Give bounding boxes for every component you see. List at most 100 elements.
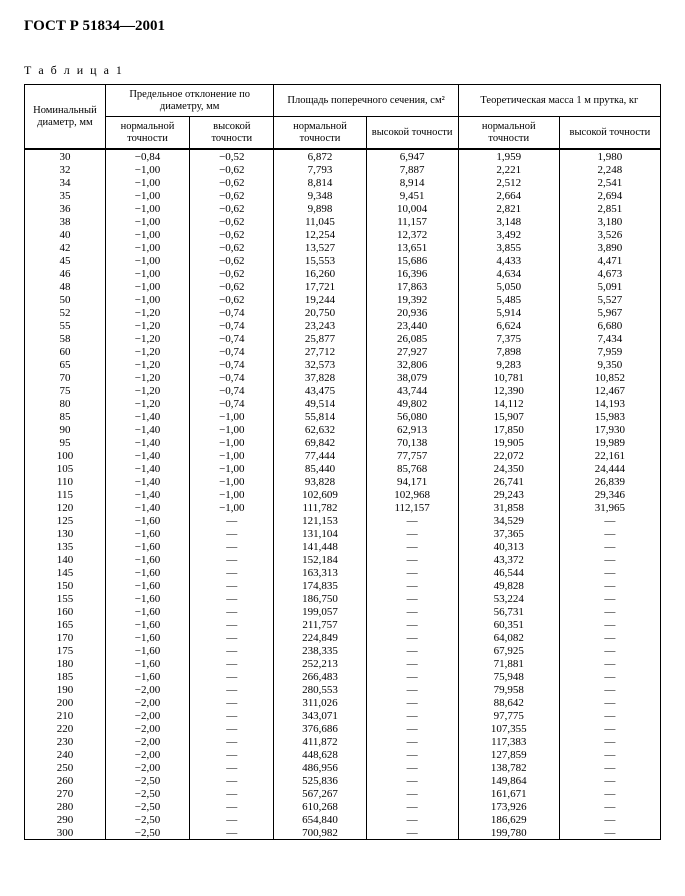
table-cell: — (366, 631, 458, 644)
table-cell: 5,527 (559, 293, 660, 306)
table-cell: −1,60 (105, 540, 189, 553)
table-cell: 135 (25, 540, 106, 553)
table-row: 145−1,60—163,313—46,544— (25, 566, 661, 579)
table-cell: 180 (25, 657, 106, 670)
table-cell: 40,313 (458, 540, 559, 553)
table-cell: — (559, 605, 660, 618)
table-cell: 3,855 (458, 241, 559, 254)
table-cell: −1,60 (105, 670, 189, 683)
table-cell: −1,00 (105, 267, 189, 280)
table-cell: 27,927 (366, 345, 458, 358)
table-cell: 26,741 (458, 475, 559, 488)
table-row: 36−1,00−0,629,89810,0042,8212,851 (25, 202, 661, 215)
table-cell: −0,74 (190, 358, 274, 371)
table-cell: — (559, 566, 660, 579)
table-cell: −2,00 (105, 748, 189, 761)
table-cell: 111,782 (274, 501, 366, 514)
table-cell: — (366, 696, 458, 709)
table-cell: −1,60 (105, 527, 189, 540)
table-cell: −1,00 (190, 475, 274, 488)
table-cell: −1,40 (105, 410, 189, 423)
table-cell: 12,467 (559, 384, 660, 397)
table-cell: 220 (25, 722, 106, 735)
table-cell: — (559, 722, 660, 735)
table-cell: −1,60 (105, 657, 189, 670)
table-cell: — (190, 514, 274, 527)
table-row: 52−1,20−0,7420,75020,9365,9145,967 (25, 306, 661, 319)
table-cell: 56,731 (458, 605, 559, 618)
table-row: 140−1,60—152,184—43,372— (25, 553, 661, 566)
table-cell: 3,492 (458, 228, 559, 241)
table-cell: −1,40 (105, 501, 189, 514)
table-cell: 186,750 (274, 592, 366, 605)
table-row: 185−1,60—266,483—75,948— (25, 670, 661, 683)
table-cell: — (559, 670, 660, 683)
table-cell: 8,814 (274, 176, 366, 189)
table-cell: 5,914 (458, 306, 559, 319)
table-cell: 16,260 (274, 267, 366, 280)
table-row: 55−1,20−0,7423,24323,4406,6246,680 (25, 319, 661, 332)
table-cell: 67,925 (458, 644, 559, 657)
table-cell: −0,74 (190, 384, 274, 397)
table-cell: 610,268 (274, 800, 366, 813)
table-cell: −2,00 (105, 761, 189, 774)
table-cell: 97,775 (458, 709, 559, 722)
table-cell: 5,967 (559, 306, 660, 319)
table-row: 46−1,00−0,6216,26016,3964,6344,673 (25, 267, 661, 280)
table-cell: −2,00 (105, 696, 189, 709)
table-cell: 224,849 (274, 631, 366, 644)
table-cell: 15,907 (458, 410, 559, 423)
table-cell: 23,243 (274, 319, 366, 332)
table-cell: −1,60 (105, 592, 189, 605)
table-cell: 80 (25, 397, 106, 410)
table-cell: 95 (25, 436, 106, 449)
table-cell: 19,244 (274, 293, 366, 306)
th-deviation-group: Предельное отклонение по диаметру, мм (105, 85, 274, 117)
table-cell: −1,20 (105, 345, 189, 358)
table-cell: −1,00 (105, 176, 189, 189)
table-cell: 25,877 (274, 332, 366, 345)
table-cell: — (190, 579, 274, 592)
table-cell: 17,721 (274, 280, 366, 293)
table-row: 260−2,50—525,836—149,864— (25, 774, 661, 787)
table-cell: 12,390 (458, 384, 559, 397)
table-cell: 448,628 (274, 748, 366, 761)
table-cell: 31,858 (458, 501, 559, 514)
table-cell: 37,365 (458, 527, 559, 540)
table-row: 45−1,00−0,6215,55315,6864,4334,471 (25, 254, 661, 267)
table-cell: 161,671 (458, 787, 559, 800)
table-cell: 15,983 (559, 410, 660, 423)
table-row: 35−1,00−0,629,3489,4512,6642,694 (25, 189, 661, 202)
table-cell: 12,254 (274, 228, 366, 241)
table-cell: — (190, 696, 274, 709)
table-cell: 17,863 (366, 280, 458, 293)
table-cell: 155 (25, 592, 106, 605)
table-cell: −1,40 (105, 488, 189, 501)
table-cell: −2,00 (105, 709, 189, 722)
table-cell: 19,989 (559, 436, 660, 449)
table-cell: −2,00 (105, 735, 189, 748)
table-cell: — (190, 722, 274, 735)
table-cell: 75 (25, 384, 106, 397)
table-row: 100−1,40−1,0077,44477,75722,07222,161 (25, 449, 661, 462)
document-title: ГОСТ Р 51834—2001 (24, 18, 661, 35)
table-cell: −1,20 (105, 384, 189, 397)
table-cell: 36 (25, 202, 106, 215)
table-cell: 4,433 (458, 254, 559, 267)
table-row: 160−1,60—199,057—56,731— (25, 605, 661, 618)
table-cell: — (559, 553, 660, 566)
table-cell: 11,157 (366, 215, 458, 228)
table-cell: −0,62 (190, 280, 274, 293)
table-cell: — (559, 735, 660, 748)
table-cell: 58 (25, 332, 106, 345)
table-cell: 34,529 (458, 514, 559, 527)
table-cell: −0,62 (190, 241, 274, 254)
table-cell: 40 (25, 228, 106, 241)
table-cell: 107,355 (458, 722, 559, 735)
table-cell: 22,161 (559, 449, 660, 462)
table-caption: Т а б л и ц а 1 (24, 63, 661, 78)
table-cell: — (366, 683, 458, 696)
table-cell: — (366, 787, 458, 800)
table-cell: 56,080 (366, 410, 458, 423)
table-cell: 115 (25, 488, 106, 501)
